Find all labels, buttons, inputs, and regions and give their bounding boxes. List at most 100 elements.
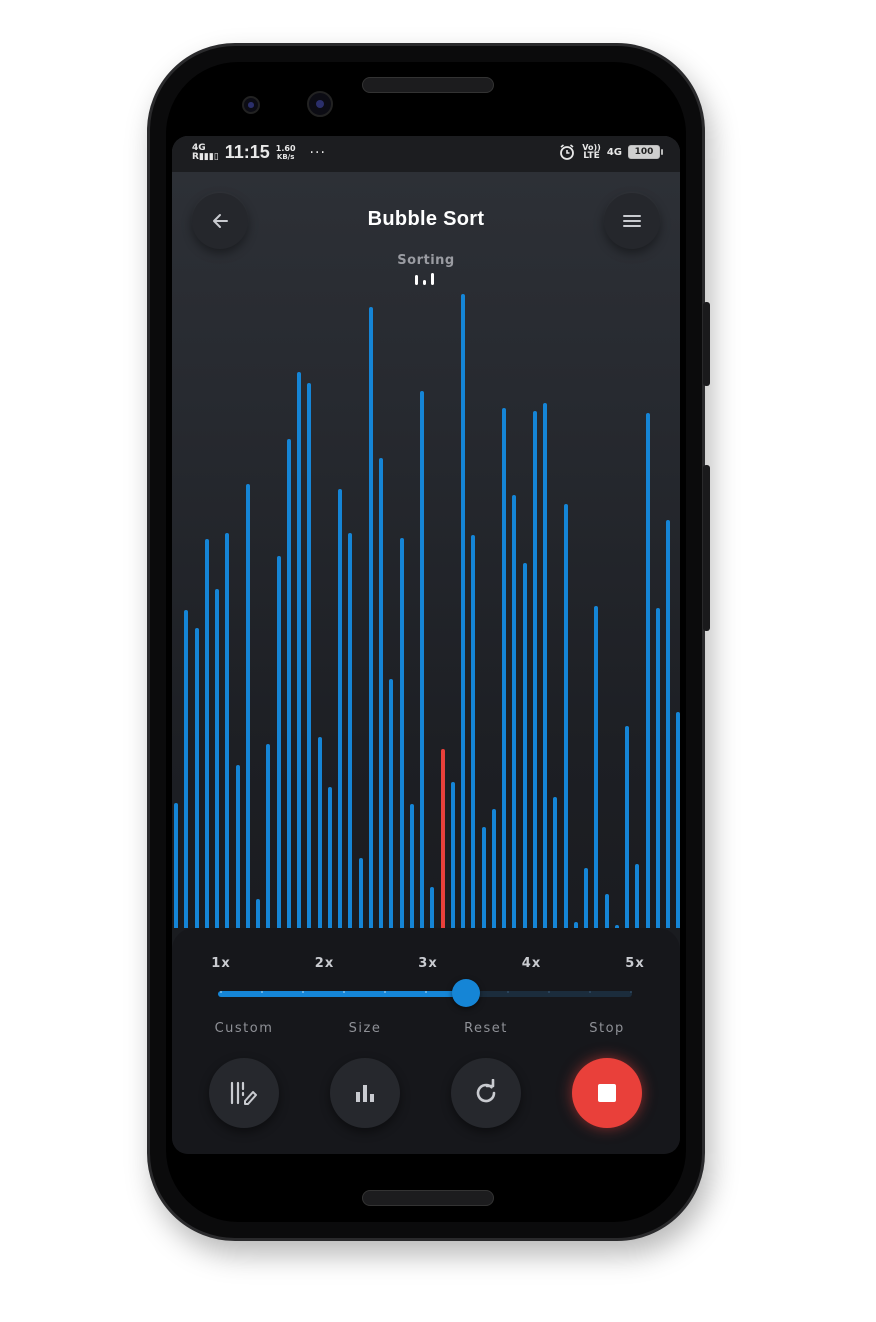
value-bar xyxy=(184,609,189,928)
value-bar xyxy=(235,765,240,928)
value-bar xyxy=(461,294,465,928)
value-bar xyxy=(399,538,404,928)
value-bar xyxy=(604,894,609,928)
net-speed-value: 1.60 xyxy=(275,143,296,153)
value-bar xyxy=(379,457,383,928)
signal-indicator: 4G R▮▮▮▯ xyxy=(192,142,219,162)
volume-button xyxy=(703,302,710,386)
speed-tick xyxy=(343,991,345,993)
value-bar xyxy=(204,538,209,928)
hamburger-menu-icon xyxy=(623,215,641,227)
value-bar xyxy=(256,899,260,928)
value-bar xyxy=(625,725,629,928)
reset-label: Reset xyxy=(464,1021,508,1036)
volte-indicator: Vo)) LTE xyxy=(582,144,601,161)
speed-slider-track[interactable] xyxy=(218,991,632,997)
value-bar xyxy=(512,494,517,928)
value-bar xyxy=(348,533,353,928)
battery-icon: 100 xyxy=(628,145,663,159)
speed-label: 2x xyxy=(314,956,335,971)
value-bar xyxy=(276,556,281,928)
stop-label: Stop xyxy=(589,1021,625,1036)
speed-tick xyxy=(630,991,632,993)
value-bar xyxy=(645,412,650,928)
speed-tick xyxy=(589,991,591,993)
value-bar xyxy=(655,607,660,928)
net-speed-unit: KB/s xyxy=(276,152,295,161)
reset-button[interactable] xyxy=(451,1058,521,1128)
signal-sub: R xyxy=(192,151,199,162)
clock: 11:15 xyxy=(224,142,270,162)
battery-level: 100 xyxy=(634,147,654,157)
speed-label: 4x xyxy=(521,956,542,971)
value-bar xyxy=(297,371,301,928)
value-bar xyxy=(338,489,342,928)
speed-tick xyxy=(548,991,550,993)
value-bar xyxy=(502,408,506,928)
front-camera-left xyxy=(242,96,260,114)
custom-button[interactable] xyxy=(209,1058,279,1128)
size-button[interactable] xyxy=(330,1058,400,1128)
menu-button[interactable] xyxy=(604,193,660,249)
network-type: 4G xyxy=(606,146,622,158)
value-bar xyxy=(266,744,271,928)
power-button xyxy=(703,465,710,631)
earpiece-speaker xyxy=(362,77,494,93)
value-bar xyxy=(522,563,527,928)
control-panel: 1x 2x 3x 4x 5x Custom Size Reset Stop xyxy=(172,928,680,1154)
value-bar xyxy=(420,391,424,928)
front-camera-right xyxy=(307,91,333,117)
speed-tick xyxy=(425,991,427,993)
alarm-icon xyxy=(560,144,575,160)
size-label: Size xyxy=(348,1021,382,1036)
value-bar xyxy=(409,804,414,928)
value-bar xyxy=(430,886,435,928)
net-speed: 1.60 KB/s xyxy=(275,143,296,161)
speed-tick xyxy=(507,991,509,993)
value-bar xyxy=(553,797,558,928)
signal-label: 4G xyxy=(192,142,206,153)
value-bar xyxy=(389,679,394,928)
value-bar xyxy=(676,712,680,928)
stop-icon xyxy=(598,1084,616,1102)
bottom-speaker xyxy=(362,1190,494,1206)
more-notifications-icon: ··· xyxy=(309,144,326,161)
value-bar xyxy=(245,483,250,928)
value-bar xyxy=(584,868,588,928)
stop-button[interactable] xyxy=(572,1058,642,1128)
value-bar xyxy=(225,533,230,928)
value-bar xyxy=(368,306,373,928)
value-bar xyxy=(563,504,568,928)
speed-slider-thumb[interactable] xyxy=(452,979,481,1007)
value-bar xyxy=(635,863,640,928)
speed-label: 3x xyxy=(418,956,438,971)
back-button[interactable] xyxy=(192,193,248,249)
sorting-activity-icon xyxy=(415,273,437,285)
value-bar xyxy=(286,439,291,928)
status-bar: 4G R▮▮▮▯ 11:15 1.60 KB/s ··· Vo)) LTE 4G… xyxy=(172,136,680,172)
value-bar xyxy=(307,382,312,928)
sorting-status: Sorting xyxy=(397,253,455,268)
refresh-icon xyxy=(476,1079,496,1103)
value-bar xyxy=(471,534,476,928)
page-title: Bubble Sort xyxy=(367,208,485,230)
value-bar xyxy=(327,786,332,928)
value-bar xyxy=(174,803,178,928)
speed-tick xyxy=(384,991,386,993)
speed-slider-fill xyxy=(218,991,467,997)
value-bar xyxy=(317,737,322,928)
value-bar xyxy=(532,411,537,928)
value-bar xyxy=(215,588,219,928)
speed-label: 5x xyxy=(625,956,645,971)
value-bar xyxy=(491,809,496,928)
bar-chart-icon xyxy=(356,1085,374,1102)
speed-label: 1x xyxy=(211,956,231,971)
speed-tick xyxy=(302,991,304,993)
speed-tick xyxy=(261,991,263,993)
volte-bottom: LTE xyxy=(583,151,600,161)
arrow-left-icon xyxy=(213,214,228,228)
value-bar xyxy=(543,403,547,928)
app-screen: 4G R▮▮▮▯ 11:15 1.60 KB/s ··· Vo)) LTE 4G… xyxy=(172,136,680,1154)
value-bar xyxy=(194,628,199,928)
value-bar xyxy=(358,858,363,928)
